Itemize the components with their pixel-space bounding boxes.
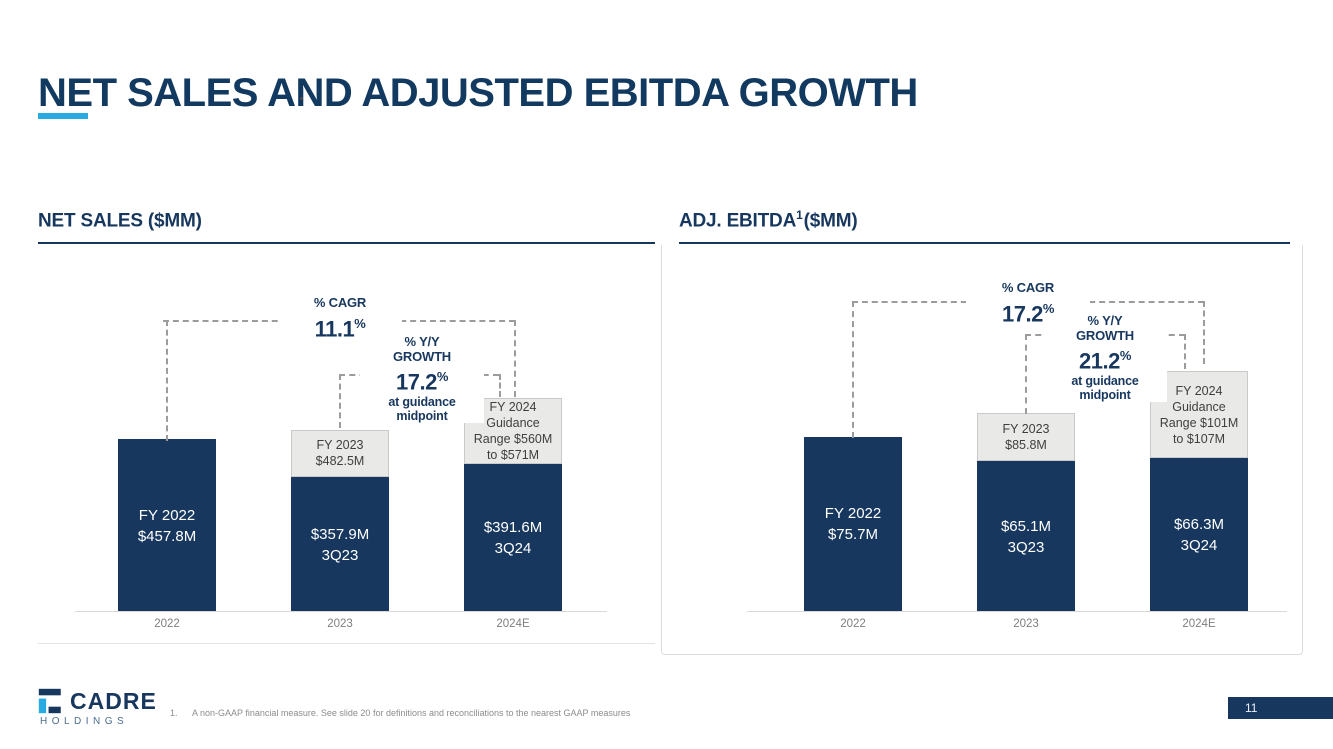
x-tick-2022: 2022 <box>154 618 180 631</box>
x-tick-2023: 2023 <box>1013 618 1039 631</box>
bar-2023-fy-callout: FY 2023 $482.5M <box>291 429 389 477</box>
logo-brand-text: CADRE <box>70 688 157 714</box>
footnote-text: A non-GAAP financial measure. See slide … <box>192 708 631 718</box>
bar-2023: FY 2023 $482.5M $357.9M 3Q23 <box>291 429 389 613</box>
x-tick-2024e: 2024E <box>496 618 530 631</box>
title-accent-bar <box>38 113 88 119</box>
bar-2024e: FY 2024 Guidance Range $101M to $107M $6… <box>1150 370 1248 613</box>
bar-2022: FY 2022 $75.7M <box>804 436 902 613</box>
footnote: 1. A non-GAAP financial measure. See slid… <box>170 708 630 718</box>
yoy-bracket-right-drop <box>499 374 501 398</box>
bar-2024e-ytd-segment: $391.6M 3Q24 <box>464 464 562 613</box>
cagr-bracket-right-drop <box>1203 301 1205 365</box>
cagr-bracket-left-drop <box>852 301 854 439</box>
bar-2023-fy-callout: FY 2023 $85.8M <box>977 413 1075 462</box>
cadre-logo-icon <box>38 688 61 714</box>
adj-ebitda-chart: % CAGR 17.2% % Y/Y GROWTH 21.2% at guida… <box>661 245 1303 656</box>
bar-2024e-ytd-segment: $66.3M 3Q24 <box>1150 458 1248 613</box>
cagr-bracket-left-drop <box>166 320 168 442</box>
logo-subtitle-text: HOLDINGS <box>40 716 129 727</box>
bar-2022: FY 2022 $457.8M <box>118 439 216 613</box>
x-tick-2022: 2022 <box>840 618 866 631</box>
company-logo: CADRE HOLDINGS <box>38 688 157 727</box>
net-sales-chart: % CAGR 11.1% % Y/Y GROWTH 17.2% at guida… <box>38 245 655 645</box>
net-sales-chart-title: NET SALES ($MM) <box>38 204 655 245</box>
cagr-annotation: % CAGR 11.1% <box>278 296 402 342</box>
stray-dot <box>300 97 303 100</box>
yoy-bracket-left-drop <box>339 374 341 429</box>
yoy-annotation: % Y/Y GROWTH 21.2% at guidance midpoint <box>1043 314 1167 402</box>
adj-ebitda-chart-title: ADJ. EBITDA1($MM) <box>679 204 1290 245</box>
page-title: NET SALES AND ADJUSTED EBITDA GROWTH <box>38 70 918 115</box>
yoy-annotation: % Y/Y GROWTH 17.2% at guidance midpoint <box>360 335 484 423</box>
page-number-badge: 11 <box>1228 697 1333 719</box>
net-sales-plot: % CAGR 11.1% % Y/Y GROWTH 17.2% at guida… <box>38 245 655 613</box>
adj-ebitda-panel: ADJ. EBITDA1($MM) % CAGR 17.2% % Y/Y G <box>661 204 1303 656</box>
bar-2023: FY 2023 $85.8M $65.1M 3Q23 <box>977 413 1075 613</box>
yoy-bracket-left-drop <box>1025 334 1027 415</box>
x-tick-2023: 2023 <box>327 618 353 631</box>
x-tick-2024e: 2024E <box>1182 618 1216 631</box>
yoy-bracket-right-drop <box>1184 334 1186 370</box>
cagr-bracket-right-drop <box>514 320 516 398</box>
bar-2023-ytd-segment: $65.1M 3Q23 <box>977 461 1075 613</box>
net-sales-panel: NET SALES ($MM) % CAGR 11.1% % Y/Y GRO <box>38 204 655 645</box>
x-axis-line <box>75 611 607 613</box>
bar-2024e: FY 2024 Guidance Range $560M to $571M $3… <box>464 398 562 613</box>
x-axis-line <box>747 611 1287 613</box>
bar-2022-actual-segment: FY 2022 $75.7M <box>804 436 902 613</box>
bar-2023-ytd-segment: $357.9M 3Q23 <box>291 476 389 613</box>
bar-2022-actual-segment: FY 2022 $457.8M <box>118 439 216 613</box>
adj-ebitda-plot: % CAGR 17.2% % Y/Y GROWTH 21.2% at guida… <box>662 245 1302 613</box>
footnote-number: 1. <box>170 708 178 718</box>
